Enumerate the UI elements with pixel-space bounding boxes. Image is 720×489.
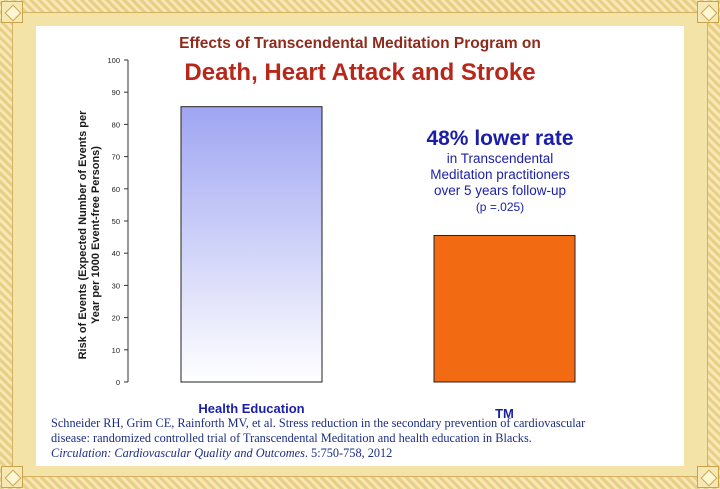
y-tick-label: 30 bbox=[112, 281, 120, 290]
chart-title: Effects of Transcendental Meditation Pro… bbox=[179, 35, 541, 52]
y-tick-label: 0 bbox=[116, 378, 120, 387]
y-tick-label: 70 bbox=[112, 153, 120, 162]
corner-ornament-top-left bbox=[1, 1, 23, 23]
annotation-line1: in Transcendental bbox=[446, 151, 554, 166]
y-tick-label: 10 bbox=[112, 346, 120, 355]
y-tick-label: 100 bbox=[107, 56, 120, 65]
reference-details: . 5:750-758, 2012 bbox=[304, 446, 393, 460]
y-tick-label: 20 bbox=[112, 314, 120, 323]
y-tick-label: 60 bbox=[112, 185, 120, 194]
annotation-pvalue: (p =.025) bbox=[475, 200, 525, 214]
bar-health-education bbox=[180, 106, 323, 383]
corner-ornament-bottom-left bbox=[1, 466, 23, 488]
y-tick-label: 40 bbox=[112, 249, 120, 258]
reference-line2: disease: randomized controlled trial of … bbox=[51, 431, 532, 445]
corner-ornament-top-right bbox=[697, 1, 719, 23]
bar-tm bbox=[433, 234, 576, 383]
category-label: Health Education bbox=[198, 401, 304, 416]
y-tick-label: 80 bbox=[112, 120, 120, 129]
reference-line1: Schneider RH, Grim CE, Rainforth MV, et … bbox=[51, 416, 586, 430]
y-tick-label: 90 bbox=[112, 88, 120, 97]
reference-citation: Schneider RH, Grim CE, Rainforth MV, et … bbox=[51, 416, 681, 461]
category-label: TM bbox=[495, 406, 514, 421]
annotation-headline: 48% lower rate bbox=[426, 127, 574, 150]
annotation-line2: Meditation practitioners bbox=[430, 167, 570, 182]
reference-line3: Circulation: Cardiovascular Quality and … bbox=[51, 446, 681, 461]
chart-subtitle: Death, Heart Attack and Stroke bbox=[184, 59, 536, 86]
y-tick-label: 50 bbox=[112, 217, 120, 226]
corner-ornament-bottom-right bbox=[697, 466, 719, 488]
slide-panel bbox=[36, 26, 684, 466]
annotation-callout: 48% lower rate in Transcendental Meditat… bbox=[392, 127, 608, 215]
annotation-line3: over 5 years follow-up bbox=[433, 183, 567, 198]
reference-journal: Circulation: Cardiovascular Quality and … bbox=[51, 446, 305, 460]
